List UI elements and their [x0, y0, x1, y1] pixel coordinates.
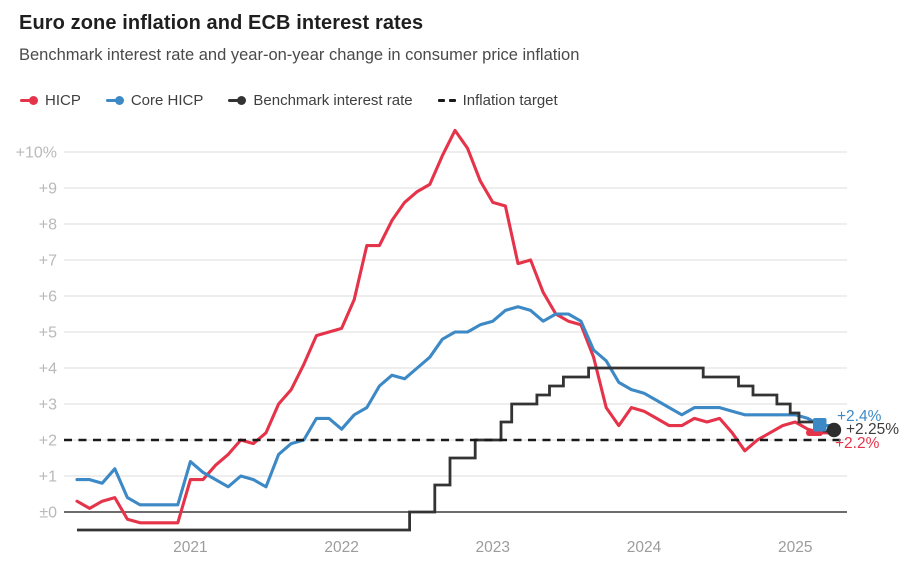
x-axis-tick-label: 2023: [476, 539, 510, 556]
hicp-line-dot-icon: [20, 96, 38, 106]
x-axis-tick-label: 2021: [173, 539, 207, 556]
hicp-line: [75, 128, 835, 525]
y-axis-tick-label: +4: [39, 361, 57, 378]
y-axis-tick-label: +5: [39, 325, 57, 342]
y-axis-tick-label: ±0: [39, 505, 57, 522]
y-axis-tick-label: +10%: [16, 145, 57, 162]
benchmark-rate-step-line: [77, 366, 836, 532]
y-axis-tick-label: +3: [39, 397, 57, 414]
legend-label: Core HICP: [130, 92, 204, 109]
legend: HICP Core HICP Benchmark interest rate I…: [20, 92, 558, 109]
inflation-target-dashes-icon: [437, 96, 456, 106]
core-hicp-line-dot-icon: [105, 96, 124, 106]
core-hicp-line: [75, 305, 835, 507]
y-axis-tick-label: +6: [39, 289, 57, 306]
chart-subtitle: Benchmark interest rate and year-on-year…: [19, 46, 580, 64]
page-title: Euro zone inflation and ECB interest rat…: [19, 12, 424, 34]
legend-label: Benchmark interest rate: [253, 92, 413, 109]
legend-label: Inflation target: [462, 92, 558, 109]
x-axis-tick-label: 2025: [778, 539, 812, 556]
benchmark-rate-end-marker: [826, 422, 842, 438]
y-axis-tick-label: +7: [39, 253, 57, 270]
legend-item-inflation-target: Inflation target: [437, 92, 558, 109]
legend-item-hicp: HICP: [20, 92, 81, 109]
benchmark-rate-line-dot-icon: [228, 96, 247, 106]
end-value-label: +2.4%: [837, 408, 882, 425]
x-axis-tick-label: 2022: [324, 539, 358, 556]
x-axis-tick-label: 2024: [627, 539, 662, 556]
y-axis-tick-label: +2: [39, 433, 57, 450]
y-axis-tick-label: +9: [39, 181, 57, 198]
legend-label: HICP: [45, 92, 81, 109]
legend-item-core-hicp: Core HICP: [105, 92, 204, 109]
end-value-label: +2.25%: [846, 421, 899, 438]
end-value-label: +2.2%: [835, 435, 880, 452]
legend-item-benchmark-rate: Benchmark interest rate: [228, 92, 413, 109]
y-axis-tick-label: +1: [39, 469, 57, 486]
core-hicp-end-marker: [813, 418, 827, 432]
y-axis-tick-label: +8: [39, 217, 57, 234]
